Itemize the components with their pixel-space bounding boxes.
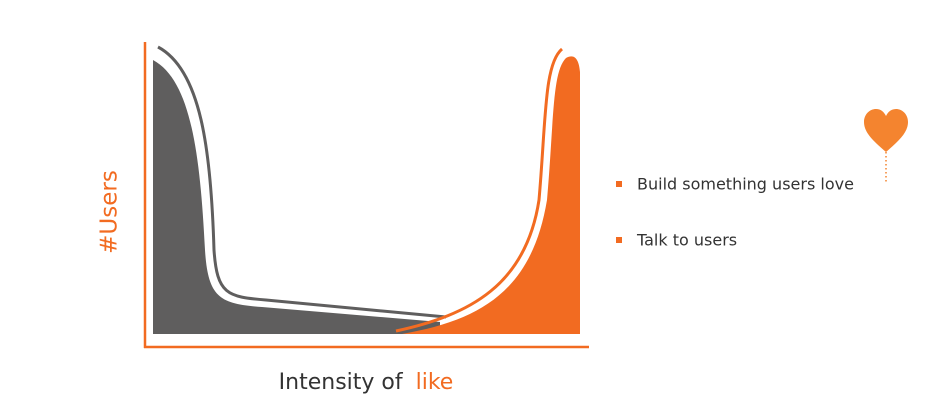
low-like-area bbox=[153, 60, 440, 334]
high-like-outline bbox=[395, 47, 564, 333]
x-axis-label: Intensity of like bbox=[279, 370, 454, 395]
x-axis-label-prefix: Intensity of bbox=[279, 370, 404, 395]
y-axis-label: #Users bbox=[97, 170, 123, 254]
bullet-text: Talk to users bbox=[636, 231, 737, 250]
heart-icon bbox=[864, 109, 908, 152]
x-axis-label-highlight: like bbox=[416, 370, 454, 395]
bullet-marker bbox=[616, 237, 622, 243]
high-like-area bbox=[402, 56, 580, 334]
bullet-marker bbox=[616, 181, 622, 187]
bullet-text: Build something users love bbox=[637, 175, 854, 194]
low-like-outline bbox=[157, 45, 447, 319]
